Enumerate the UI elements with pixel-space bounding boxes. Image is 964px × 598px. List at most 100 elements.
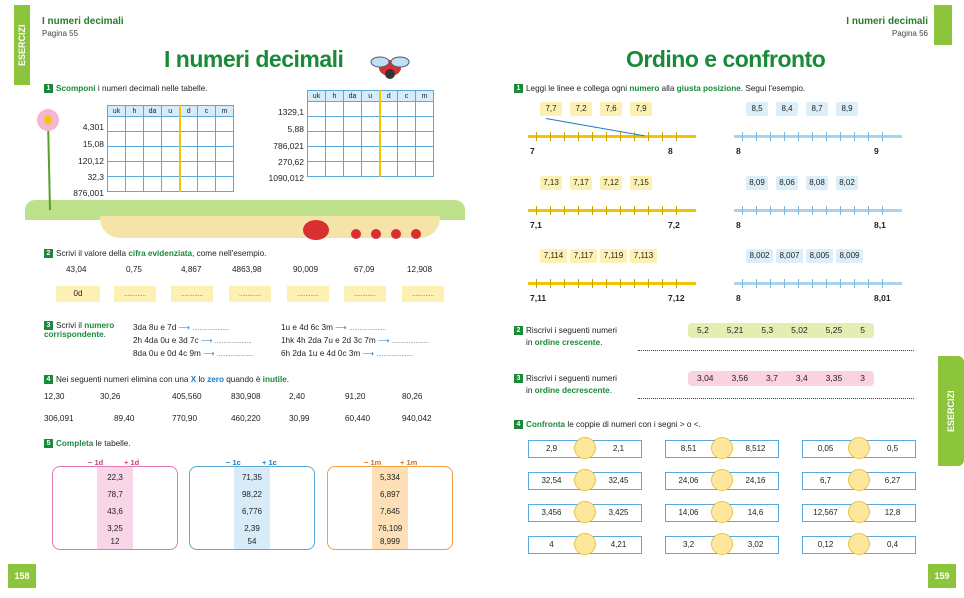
esercizi-tab: ESERCIZI bbox=[14, 5, 30, 85]
ex5-t1-row: 43,6 bbox=[107, 507, 123, 516]
compare-sign-circle[interactable] bbox=[574, 533, 596, 555]
ex4-number[interactable]: 12,30 bbox=[44, 392, 65, 401]
tick-mark bbox=[798, 206, 799, 215]
number-chip[interactable]: 7,114 bbox=[540, 249, 567, 263]
tick-mark bbox=[578, 279, 579, 288]
number-chip[interactable]: 8,06 bbox=[776, 176, 798, 190]
number-chip[interactable]: 8,09 bbox=[746, 176, 768, 190]
number-chip[interactable]: 7,117 bbox=[570, 249, 597, 263]
tick-mark bbox=[742, 279, 743, 288]
compare-sign-circle[interactable] bbox=[574, 469, 596, 491]
compare-sign-circle[interactable] bbox=[711, 533, 733, 555]
tick-mark bbox=[676, 206, 677, 215]
compare-sign-circle[interactable] bbox=[848, 533, 870, 555]
compare-left-value: 6,7 bbox=[819, 476, 832, 485]
ex3-instruction: 3 Scrivi il numero corrispondente. bbox=[44, 321, 115, 340]
number-chip[interactable]: 7,17 bbox=[570, 176, 592, 190]
number-chip[interactable]: 7,13 bbox=[540, 176, 562, 190]
ex5-t2-row: 54 bbox=[247, 537, 257, 546]
ex5-table1-plus-label: + 1d bbox=[124, 458, 140, 467]
ex5-t2-row: 71,35 bbox=[241, 473, 263, 482]
ex2-answer-box[interactable]: ............. bbox=[402, 286, 444, 302]
ex4-number[interactable]: 2,40 bbox=[289, 392, 305, 401]
compare-sign-circle[interactable] bbox=[711, 437, 733, 459]
ex1-right-number: 1090,012 bbox=[268, 173, 304, 183]
ex4-number[interactable]: 770,90 bbox=[172, 414, 198, 423]
tick-mark bbox=[882, 279, 883, 288]
tick-mark bbox=[634, 132, 635, 141]
ex5-table2-plus-label: + 1c bbox=[262, 458, 277, 467]
ex2-answer-box[interactable]: ............. bbox=[229, 286, 271, 302]
ex4-number[interactable]: 30,99 bbox=[289, 414, 310, 423]
ex2-instruction-line2: in ordine crescente. bbox=[526, 338, 603, 347]
compare-pair: 0,05 0,5 bbox=[802, 437, 916, 459]
tick-mark bbox=[550, 279, 551, 288]
number-chip[interactable]: 7,6 bbox=[600, 102, 622, 116]
ex2-values-strip: 5,2 5,21 5,3 5,02 5,25 5 bbox=[688, 323, 874, 338]
ex2-answer-box[interactable]: ............. bbox=[344, 286, 386, 302]
tick-mark bbox=[564, 279, 565, 288]
number-chip[interactable]: 8,007 bbox=[776, 249, 803, 263]
ex2-answer-box[interactable]: ............. bbox=[287, 286, 329, 302]
number-chip[interactable]: 7,15 bbox=[630, 176, 652, 190]
line-end-label: 8 bbox=[668, 146, 673, 156]
compare-right-value: 0,5 bbox=[886, 444, 899, 453]
grass-decoration bbox=[25, 200, 465, 220]
number-chip[interactable]: 8,5 bbox=[746, 102, 768, 116]
number-chip[interactable]: 8,9 bbox=[836, 102, 858, 116]
ex2-answer-box[interactable]: ............. bbox=[114, 286, 156, 302]
number-chip[interactable]: 8,08 bbox=[806, 176, 828, 190]
ex4-number[interactable]: 830,908 bbox=[231, 392, 261, 401]
number-chip[interactable]: 8,009 bbox=[836, 249, 863, 263]
compare-right-value: 8,512 bbox=[745, 444, 766, 453]
number-chip[interactable]: 8,02 bbox=[836, 176, 858, 190]
compare-right-value: 3,425 bbox=[608, 508, 629, 517]
compare-sign-circle[interactable] bbox=[848, 469, 870, 491]
ex4-number[interactable]: 460,220 bbox=[231, 414, 261, 423]
ex3-answer-line[interactable] bbox=[638, 398, 914, 399]
compare-left-value: 24,06 bbox=[678, 476, 699, 485]
number-chip[interactable]: 8,002 bbox=[746, 249, 773, 263]
number-chip[interactable]: 7,7 bbox=[540, 102, 562, 116]
ex5-t1-row: 3,25 bbox=[107, 524, 123, 533]
number-chip[interactable]: 7,119 bbox=[600, 249, 627, 263]
ex1-left-number: 32,3 bbox=[87, 172, 104, 182]
ex4-number[interactable]: 940,042 bbox=[402, 414, 432, 423]
number-chip[interactable]: 8,005 bbox=[806, 249, 833, 263]
ex2-answer-box[interactable]: ............. bbox=[171, 286, 213, 302]
ex4-number[interactable]: 405,560 bbox=[172, 392, 202, 401]
number-chip[interactable]: 8,7 bbox=[806, 102, 828, 116]
line-start-label: 7,11 bbox=[530, 293, 547, 303]
ex4-number[interactable]: 306,091 bbox=[44, 414, 74, 423]
tick-mark bbox=[648, 132, 649, 141]
number-line bbox=[734, 209, 902, 212]
line-start-label: 7 bbox=[530, 146, 535, 156]
number-chip[interactable]: 7,9 bbox=[630, 102, 652, 116]
ex2-item: 90,009 bbox=[293, 265, 319, 274]
number-chip[interactable]: 8,4 bbox=[776, 102, 798, 116]
ex4-number[interactable]: 91,20 bbox=[345, 392, 366, 401]
compare-left-value: 14,06 bbox=[678, 508, 699, 517]
compare-sign-circle[interactable] bbox=[574, 437, 596, 459]
compare-left-value: 8,51 bbox=[680, 444, 697, 453]
ex5-table2-minus-label: − 1c bbox=[226, 458, 241, 467]
tick-mark bbox=[676, 279, 677, 288]
compare-sign-circle[interactable] bbox=[848, 501, 870, 523]
compare-sign-circle[interactable] bbox=[574, 501, 596, 523]
tick-mark bbox=[648, 206, 649, 215]
ex5-t2-row: 98,22 bbox=[241, 490, 263, 499]
number-chip[interactable]: 7,113 bbox=[630, 249, 657, 263]
number-chip[interactable]: 7,12 bbox=[600, 176, 622, 190]
ex2-answer-line[interactable] bbox=[638, 350, 914, 351]
compare-sign-circle[interactable] bbox=[711, 501, 733, 523]
header-page: Pagina 55 bbox=[42, 29, 79, 38]
compare-sign-circle[interactable] bbox=[848, 437, 870, 459]
ex4-number[interactable]: 89,40 bbox=[114, 414, 135, 423]
compare-sign-circle[interactable] bbox=[711, 469, 733, 491]
ex4-number[interactable]: 80,26 bbox=[402, 392, 423, 401]
ex4-number[interactable]: 30,26 bbox=[100, 392, 121, 401]
number-chip[interactable]: 7,2 bbox=[570, 102, 592, 116]
ex4-number[interactable]: 60,440 bbox=[345, 414, 371, 423]
line-start-label: 8 bbox=[736, 146, 741, 156]
ex2-instruction: 2 Riscrivi i seguenti numeri bbox=[514, 326, 617, 336]
